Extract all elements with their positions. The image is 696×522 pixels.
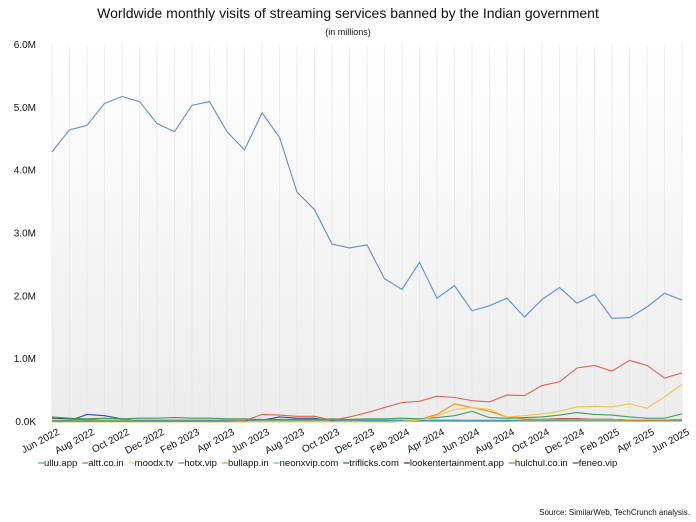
legend-entry: feneo.vip [579, 458, 618, 469]
legend-entry: hulchul.co.in [515, 458, 568, 469]
chart-source: Source: SimilarWeb, TechCrunch analysis. [539, 508, 690, 517]
legend-entry: lookentertainment.app [410, 458, 504, 469]
x-tick-label: Apr 2023 [195, 427, 236, 456]
series-line-hotx-vip [51, 410, 683, 421]
y-tick-label: 6.0M [14, 40, 36, 51]
x-tick-label: Dec 2022 [123, 427, 166, 457]
x-tick-label: Aug 2023 [263, 427, 306, 457]
x-tick-label: Dec 2024 [543, 427, 586, 457]
x-tick-label: Apr 2025 [615, 427, 656, 456]
x-tick-label: Feb 2025 [579, 427, 622, 457]
legend-entry: triflicks.com [349, 458, 399, 469]
legend-entry: altt.co.in [88, 458, 123, 469]
legend-entry: bullapp.in [228, 458, 269, 469]
x-tick-label: Aug 2022 [53, 427, 96, 457]
y-tick-label: 4.0M [14, 166, 36, 177]
x-tick-label: Feb 2023 [159, 427, 202, 457]
x-tick-label: Apr 2024 [405, 427, 446, 456]
legend-entry: moodx.tv [135, 458, 174, 469]
chart-subtitle: (in millions) [325, 27, 371, 37]
y-tick-label: 1.0M [14, 354, 36, 365]
x-tick-label: Dec 2023 [333, 427, 376, 457]
y-tick-label: 5.0M [14, 103, 36, 114]
legend-entry: ullu.app [44, 458, 77, 469]
legend-entry: neonxvip.com [280, 458, 339, 469]
x-tick-label: Aug 2024 [473, 427, 516, 457]
chart-title: Worldwide monthly visits of streaming se… [97, 5, 599, 21]
series-line-altt-co-in [52, 359, 683, 422]
series-line-ullu-app [51, 95, 683, 319]
legend-entry: hotx.vip [184, 458, 217, 469]
x-tick-label: Feb 2024 [369, 427, 412, 457]
y-tick-label: 0.0K [15, 417, 36, 428]
y-tick-label: 2.0M [14, 291, 36, 302]
x-tick-label: Jun 2025 [650, 427, 692, 456]
series-line-moodx-tv [52, 383, 683, 423]
y-tick-label: 3.0M [14, 229, 36, 240]
